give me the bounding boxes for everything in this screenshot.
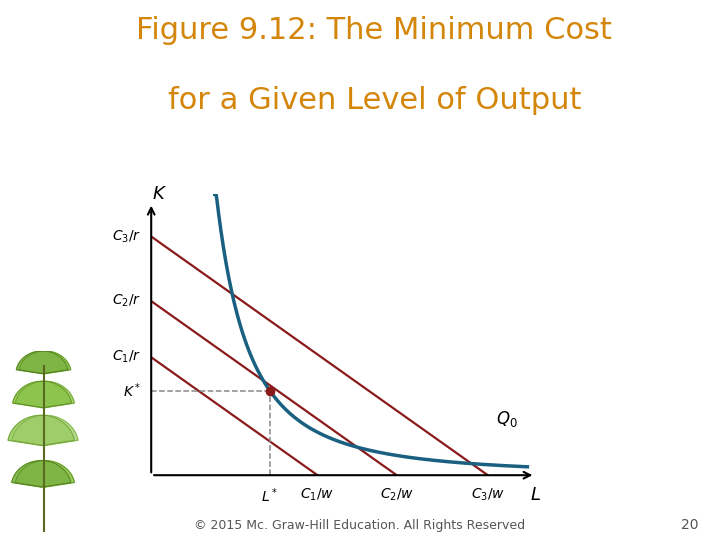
Text: for a Given Level of Output: for a Given Level of Output	[168, 86, 581, 116]
Polygon shape	[17, 351, 68, 374]
Text: $L^*$: $L^*$	[261, 487, 279, 505]
Text: $C_1/r$: $C_1/r$	[112, 349, 141, 366]
Polygon shape	[12, 461, 71, 487]
Polygon shape	[19, 351, 71, 374]
Polygon shape	[15, 381, 74, 408]
Polygon shape	[15, 461, 74, 487]
Text: $C_2/w$: $C_2/w$	[379, 487, 414, 503]
Text: $C_3/w$: $C_3/w$	[471, 487, 505, 503]
Text: $L$: $L$	[530, 487, 541, 504]
Text: $C_1/w$: $C_1/w$	[300, 487, 335, 503]
Text: © 2015 Mc. Graw-Hill Education. All Rights Reserved: © 2015 Mc. Graw-Hill Education. All Righ…	[194, 519, 526, 532]
Text: Figure 9.12: The Minimum Cost: Figure 9.12: The Minimum Cost	[137, 16, 612, 45]
Text: $K$: $K$	[152, 185, 166, 203]
Polygon shape	[8, 415, 74, 445]
Text: $Q_0$: $Q_0$	[496, 409, 518, 429]
Text: $K^*$: $K^*$	[123, 382, 141, 400]
Text: $C_3/r$: $C_3/r$	[112, 228, 141, 245]
Text: 20: 20	[681, 518, 698, 532]
Text: $C_2/r$: $C_2/r$	[112, 293, 141, 309]
Polygon shape	[13, 381, 71, 408]
Polygon shape	[12, 415, 78, 445]
